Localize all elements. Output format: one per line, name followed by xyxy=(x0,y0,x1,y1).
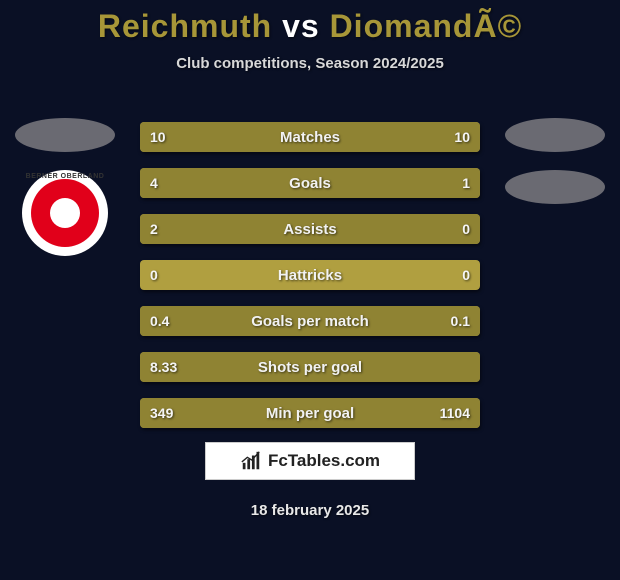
stat-row: 0.4Goals per match0.1 xyxy=(140,306,480,336)
left-column: BERNER OBERLAND xyxy=(10,118,120,256)
stat-row: 0Hattricks0 xyxy=(140,260,480,290)
footer-date: 18 february 2025 xyxy=(0,502,620,519)
stat-value-right: 1 xyxy=(462,168,470,198)
club-badge-inner xyxy=(31,179,99,247)
stat-label: Goals xyxy=(140,168,480,198)
stat-bars-container: 10Matches104Goals12Assists00Hattricks00.… xyxy=(140,122,480,444)
player2-photo-placeholder xyxy=(505,118,605,152)
player1-photo-placeholder xyxy=(15,118,115,152)
stat-row: 349Min per goal1104 xyxy=(140,398,480,428)
stat-label: Goals per match xyxy=(140,306,480,336)
title-player2: DiomandÃ© xyxy=(330,8,523,44)
player2-club-placeholder xyxy=(505,170,605,204)
title-vs: vs xyxy=(282,8,320,44)
stat-value-right: 0.1 xyxy=(451,306,470,336)
chart-icon xyxy=(240,450,262,472)
club-badge-center xyxy=(50,198,80,228)
stat-label: Min per goal xyxy=(140,398,480,428)
stat-label: Matches xyxy=(140,122,480,152)
title-player1: Reichmuth xyxy=(98,8,272,44)
stat-label: Assists xyxy=(140,214,480,244)
brand-text: FcTables.com xyxy=(268,451,380,471)
subtitle: Club competitions, Season 2024/2025 xyxy=(0,55,620,72)
brand-badge: FcTables.com xyxy=(205,442,415,480)
stat-row: 10Matches10 xyxy=(140,122,480,152)
stat-row: 2Assists0 xyxy=(140,214,480,244)
right-column xyxy=(500,118,610,222)
stat-value-right: 10 xyxy=(454,122,470,152)
stat-row: 8.33Shots per goal xyxy=(140,352,480,382)
stat-row: 4Goals1 xyxy=(140,168,480,198)
stat-label: Hattricks xyxy=(140,260,480,290)
stat-label: Shots per goal xyxy=(140,352,480,382)
player1-club-badge: BERNER OBERLAND xyxy=(22,170,108,256)
stat-value-right: 0 xyxy=(462,214,470,244)
stat-value-right: 0 xyxy=(462,260,470,290)
page-title: Reichmuth vs DiomandÃ© xyxy=(0,0,620,45)
stat-value-right: 1104 xyxy=(440,398,470,428)
